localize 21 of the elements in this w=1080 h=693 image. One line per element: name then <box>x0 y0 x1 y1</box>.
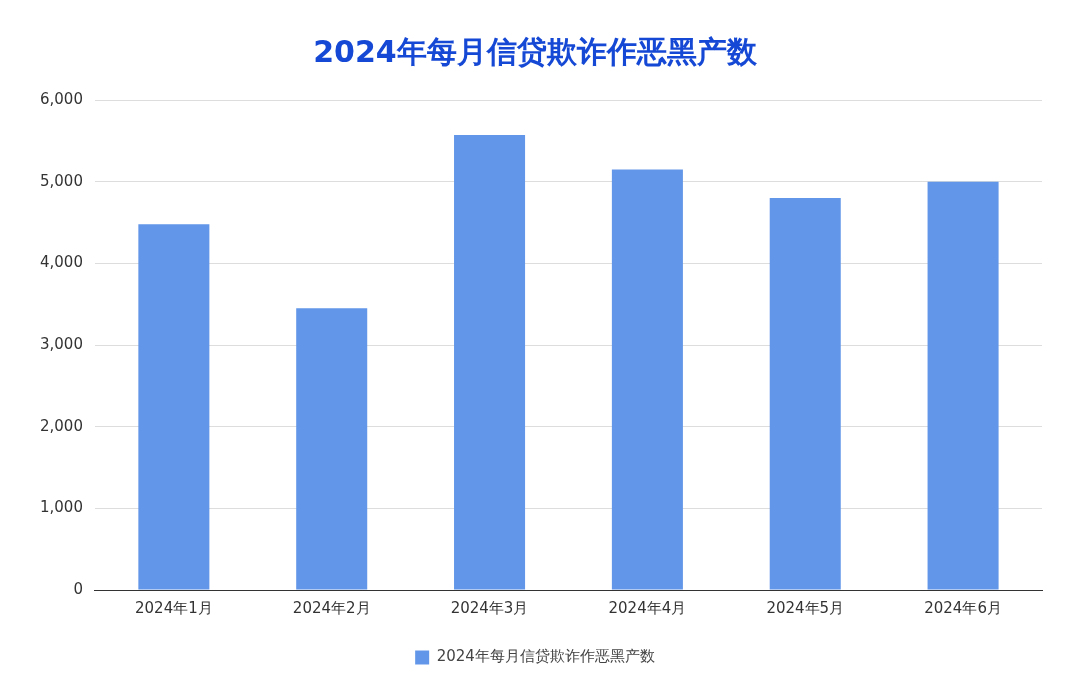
legend-label: 2024年每月信贷欺诈作恶黑产数 <box>436 647 655 666</box>
y-tick-label: 5,000 <box>39 171 83 190</box>
y-tick-label: 3,000 <box>39 334 83 353</box>
bar <box>296 308 368 590</box>
y-tick-label: 1,000 <box>39 498 83 517</box>
bar <box>611 169 683 590</box>
bar <box>454 135 526 590</box>
chart-title: 2024年每月信贷欺诈作恶黑产数 <box>313 33 758 69</box>
x-tick-label: 2024年5月 <box>766 598 845 617</box>
x-tick-label: 2024年4月 <box>608 598 687 617</box>
x-tick-label: 2024年6月 <box>924 598 1002 617</box>
x-tick-label: 2024年1月 <box>135 598 213 617</box>
x-tick-label: 2024年2月 <box>292 598 371 617</box>
bar <box>138 224 210 590</box>
bar <box>927 181 999 590</box>
y-tick-label: 6,000 <box>39 89 83 108</box>
y-tick-label: 0 <box>73 579 83 598</box>
y-tick-label: 2,000 <box>39 416 83 435</box>
bar <box>769 198 841 590</box>
x-tick-label: 2024年3月 <box>450 598 529 617</box>
y-tick-label: 4,000 <box>39 253 83 272</box>
